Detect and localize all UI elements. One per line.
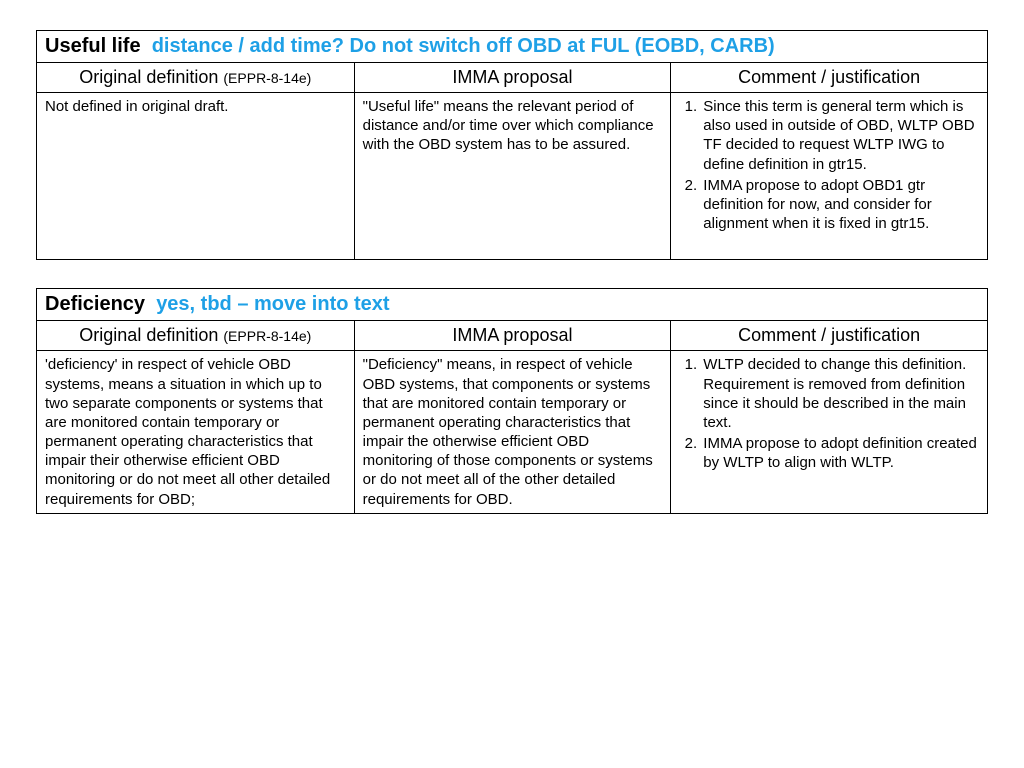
table-title: Deficiency [45, 293, 145, 315]
col-header-proposal: IMMA proposal [354, 321, 671, 351]
comment-item: IMMA propose to adopt OBD1 gtr definitio… [701, 176, 979, 234]
cell-proposal: "Useful life" means the relevant period … [354, 93, 671, 260]
comment-item: WLTP decided to change this definition. … [701, 355, 979, 432]
cell-proposal: "Deficiency" means, in respect of vehicl… [354, 351, 671, 514]
table-title-row: Deficiency yes, tbd – move into text [37, 289, 988, 321]
comment-item: Since this term is general term which is… [701, 97, 979, 174]
page-container: Useful life distance / add time? Do not … [0, 0, 1024, 572]
table-annotation: yes, tbd – move into text [156, 293, 389, 315]
comment-list: Since this term is general term which is… [679, 97, 979, 233]
col-header-original: Original definition (EPPR-8-14e) [37, 321, 355, 351]
col-header-original: Original definition (EPPR-8-14e) [37, 63, 355, 93]
col-header-proposal: IMMA proposal [354, 63, 671, 93]
definition-table-deficiency: Deficiency yes, tbd – move into text Ori… [36, 288, 988, 514]
col-header-original-ref: (EPPR-8-14e) [223, 328, 311, 344]
col-header-comment: Comment / justification [671, 63, 988, 93]
col-header-original-ref: (EPPR-8-14e) [223, 70, 311, 86]
comment-item: IMMA propose to adopt definition created… [701, 434, 979, 472]
cell-comment: WLTP decided to change this definition. … [671, 351, 988, 514]
col-header-original-main: Original definition [79, 67, 218, 87]
table-annotation: distance / add time? Do not switch off O… [152, 35, 775, 57]
table-title: Useful life [45, 35, 141, 57]
definition-table-useful-life: Useful life distance / add time? Do not … [36, 30, 988, 260]
col-header-original-main: Original definition [79, 325, 218, 345]
comment-list: WLTP decided to change this definition. … [679, 355, 979, 472]
table-title-row: Useful life distance / add time? Do not … [37, 31, 988, 63]
cell-comment: Since this term is general term which is… [671, 93, 988, 260]
cell-original: Not defined in original draft. [37, 93, 355, 260]
col-header-comment: Comment / justification [671, 321, 988, 351]
cell-original: 'deficiency' in respect of vehicle OBD s… [37, 351, 355, 514]
